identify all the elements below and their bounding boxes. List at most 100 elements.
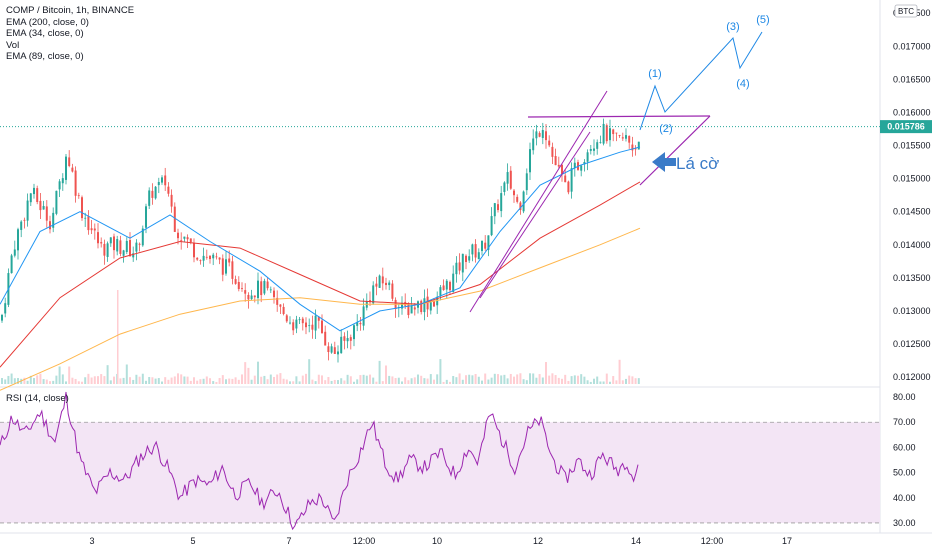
volume-bar [253, 375, 256, 384]
volume-bar [551, 373, 554, 384]
candle-body [583, 161, 586, 165]
volume-bar [468, 374, 471, 384]
channel-upper-line[interactable] [469, 90, 608, 313]
volume-bar [119, 378, 122, 384]
candle-body [589, 148, 592, 151]
candle-body [225, 259, 227, 274]
volume-bar [109, 380, 112, 384]
volume-bar [273, 376, 275, 384]
candle-body [292, 322, 295, 331]
volume-bar [55, 375, 58, 384]
volume-bar [404, 377, 407, 384]
volume-bar [509, 373, 512, 384]
channel-lower-line[interactable] [479, 131, 591, 299]
rsi-axis[interactable]: 80.00 70.00 60.00 50.00 40.00 30.00 [893, 392, 916, 528]
legend-ema-200[interactable]: EMA (200, close, 0) [6, 16, 89, 28]
volume-bar [298, 381, 301, 384]
volume-bar [433, 379, 435, 384]
candle-body [391, 283, 394, 299]
volume-bar [599, 381, 602, 384]
volume-bar [26, 380, 29, 384]
candle-body [385, 282, 387, 286]
time-tick-label: 12 [533, 536, 543, 546]
volume-bar [461, 379, 464, 384]
candle-body [298, 319, 301, 321]
time-tick-label: 14 [631, 536, 641, 546]
candle-body [23, 219, 26, 221]
volume-bar [285, 379, 288, 384]
volume-bar [327, 377, 330, 384]
candle-body [545, 131, 547, 141]
price-tick-label: 0.017000 [893, 41, 931, 51]
candle-body [308, 325, 311, 327]
candle-body [205, 256, 208, 258]
candle-body [327, 346, 330, 353]
candle-body [525, 173, 528, 191]
legend-ema-89[interactable]: EMA (89, close, 0) [6, 51, 84, 63]
volume-bar [343, 380, 346, 384]
pattern-drawings[interactable] [469, 31, 763, 313]
candle-body [618, 135, 621, 136]
volume-bar [391, 376, 394, 384]
volume-bar [631, 376, 634, 384]
rsi-legend[interactable]: RSI (14, close) [6, 393, 69, 404]
price-tick-label: 0.012000 [893, 372, 931, 382]
candle-body [305, 322, 307, 328]
candle-body [189, 238, 192, 243]
volume-bar [522, 379, 525, 384]
legend-ema-34[interactable]: EMA (34, close, 0) [6, 28, 84, 40]
candle-body [311, 324, 314, 330]
volume-bar [161, 381, 163, 384]
volume-bar [81, 381, 83, 384]
candle-body [161, 177, 163, 183]
volume-bar [221, 375, 224, 384]
volume-bar [170, 377, 173, 384]
candle-body [244, 290, 247, 294]
candle-body [471, 244, 474, 255]
candle-body [26, 200, 29, 221]
volume-bar [413, 377, 416, 384]
price-tick-label: 0.013000 [893, 306, 931, 316]
volume-bar [106, 365, 109, 384]
volume-bar [125, 364, 128, 384]
candle-body [148, 190, 151, 206]
volume-bar [308, 359, 311, 384]
price-tick-label: 0.012500 [893, 339, 931, 349]
last-price-tag [880, 120, 932, 134]
candle-body [90, 228, 93, 231]
candle-body [285, 315, 288, 322]
flag-top-line[interactable] [527, 115, 711, 118]
candle-body [353, 325, 355, 340]
candle-body [637, 141, 640, 150]
candle-body [202, 255, 205, 261]
candle-body [509, 170, 512, 189]
volume-bar [7, 375, 10, 384]
legend-symbol[interactable]: COMP / Bitcoin, 1h, BINANCE [6, 5, 135, 16]
volume-bar [39, 373, 42, 384]
legend-vol[interactable]: Vol [6, 39, 20, 51]
elliott-wave-path[interactable] [639, 31, 763, 131]
candle-body [493, 203, 496, 217]
price-axis[interactable]: 0.0175000.0170000.0165000.0160000.015500… [893, 8, 931, 382]
candle-body [183, 236, 186, 239]
volume-bar [65, 381, 67, 384]
flag-bottom-line[interactable] [639, 115, 711, 186]
volume-bar [100, 374, 103, 384]
ema-89-line [0, 181, 641, 368]
time-axis[interactable]: 3 5 7 12:00 10 12 14 12:00 17 [89, 536, 792, 546]
candle-body [173, 206, 176, 232]
volume-bar [122, 377, 125, 384]
volume-bar [439, 359, 442, 384]
volume-bar [362, 374, 365, 384]
volume-bar [564, 374, 567, 384]
flag-arrow-icon [652, 152, 676, 172]
volume-bar [58, 366, 61, 384]
volume-bar [193, 377, 195, 384]
candle-body [221, 258, 224, 275]
price-tick-label: 0.013500 [893, 273, 931, 283]
volume-bar [196, 380, 199, 384]
chart-legend[interactable]: COMP / Bitcoin, 1h, BINANCE EMA (200, cl… [6, 5, 134, 63]
volume-bar [356, 379, 359, 384]
volume-bar [426, 378, 429, 384]
